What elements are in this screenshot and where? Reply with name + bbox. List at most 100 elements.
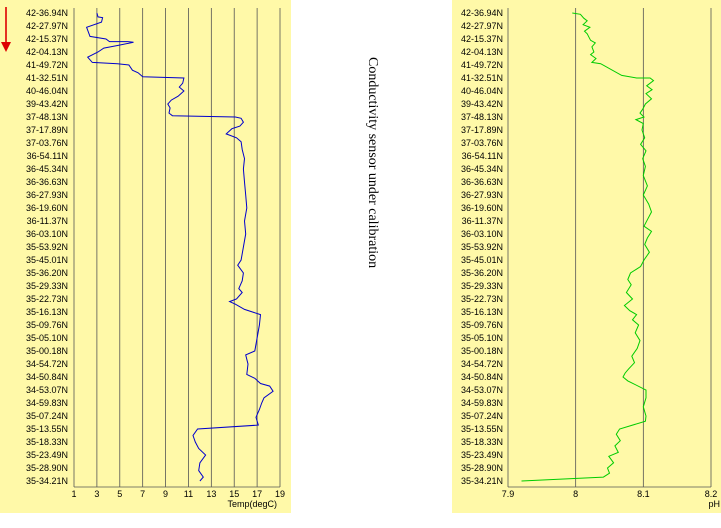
ph-y-tick-label: 41-49.72N xyxy=(461,60,503,70)
temp-y-tick-label: 35-18.33N xyxy=(26,437,68,447)
ph-y-tick-label: 35-53.92N xyxy=(461,242,503,252)
temp-y-tick-label: 35-07.24N xyxy=(26,411,68,421)
temp-x-tick-label: 1 xyxy=(71,489,76,499)
ph-y-tick-label: 35-28.90N xyxy=(461,463,503,473)
temp-y-tick-labels: 42-36.94N 42-27.97N 42-15.37N 42-04.13N 41-4… xyxy=(26,8,68,486)
temp-series-line xyxy=(85,12,274,482)
temp-y-tick-label: 36-27.93N xyxy=(26,190,68,200)
ph-y-tick-label: 36-45.34N xyxy=(461,164,503,174)
temp-y-tick-label: 35-09.76N xyxy=(26,320,68,330)
ph-y-tick-label: 36-03.10N xyxy=(461,229,503,239)
ph-y-tick-label: 42-36.94N xyxy=(461,8,503,18)
ph-x-tick-label: 7.9 xyxy=(502,489,515,499)
middle-note: Conductivity sensor under calibration xyxy=(365,57,380,268)
temp-y-tick-label: 35-22.73N xyxy=(26,294,68,304)
temp-y-tick-label: 37-03.76N xyxy=(26,138,68,148)
ph-panel-background xyxy=(452,0,721,513)
temp-y-tick-label: 39-43.42N xyxy=(26,99,68,109)
temp-y-tick-label: 42-27.97N xyxy=(26,21,68,31)
ph-y-tick-label: 35-22.73N xyxy=(461,294,503,304)
temp-x-tick-label: 3 xyxy=(94,489,99,499)
temp-y-tick-label: 34-53.07N xyxy=(26,385,68,395)
temp-y-tick-label: 35-34.21N xyxy=(26,476,68,486)
ph-y-tick-label: 35-18.33N xyxy=(461,437,503,447)
ph-y-tick-label: 36-19.60N xyxy=(461,203,503,213)
temp-y-tick-label: 35-53.92N xyxy=(26,242,68,252)
ph-x-tick-label: 8.2 xyxy=(705,489,718,499)
ph-y-tick-label: 37-03.76N xyxy=(461,138,503,148)
temp-y-tick-label: 35-36.20N xyxy=(26,268,68,278)
ph-y-tick-label: 35-36.20N xyxy=(461,268,503,278)
down-arrow-icon xyxy=(1,7,11,52)
temp-y-tick-label: 36-19.60N xyxy=(26,203,68,213)
temp-x-tick-label: 11 xyxy=(184,489,193,499)
temp-y-tick-label: 36-03.10N xyxy=(26,229,68,239)
ph-y-tick-label: 35-45.01N xyxy=(461,255,503,265)
ph-y-tick-label: 35-29.33N xyxy=(461,281,503,291)
ph-y-tick-label: 34-53.07N xyxy=(461,385,503,395)
down-arrow-head xyxy=(1,42,11,52)
ph-y-tick-label: 35-00.18N xyxy=(461,346,503,356)
ph-y-tick-label: 34-50.84N xyxy=(461,372,503,382)
ph-x-tick-label: 8 xyxy=(573,489,578,499)
temp-x-tick-labels: 1 3 5 7 9 11 13 15 17 19 xyxy=(71,489,285,499)
temp-y-tick-label: 35-23.49N xyxy=(26,450,68,460)
ph-y-tick-label: 35-13.55N xyxy=(461,424,503,434)
ph-y-tick-labels: 42-36.94N 42-27.97N 42-15.37N 42-04.13N 41-4… xyxy=(461,8,503,486)
temp-panel: 42-36.94N 42-27.97N 42-15.37N 42-04.13N 41-4… xyxy=(0,0,291,513)
temp-y-tick-label: 35-28.90N xyxy=(26,463,68,473)
ph-y-tick-label: 42-04.13N xyxy=(461,47,503,57)
ph-y-tick-label: 42-27.97N xyxy=(461,21,503,31)
temp-x-tick-label: 5 xyxy=(117,489,122,499)
temp-y-tick-label: 35-16.13N xyxy=(26,307,68,317)
temp-y-tick-label: 37-17.89N xyxy=(26,125,68,135)
temp-y-tick-label: 42-36.94N xyxy=(26,8,68,18)
temp-y-tick-label: 34-50.84N xyxy=(26,372,68,382)
ph-y-tick-label: 35-16.13N xyxy=(461,307,503,317)
ph-y-tick-label: 35-05.10N xyxy=(461,333,503,343)
ph-y-tick-label: 36-36.63N xyxy=(461,177,503,187)
ph-y-tick-label: 35-07.24N xyxy=(461,411,503,421)
ph-y-tick-label: 41-32.51N xyxy=(461,73,503,83)
ph-x-tick-label: 8.1 xyxy=(637,489,650,499)
ph-y-tick-label: 40-46.04N xyxy=(461,86,503,96)
temp-y-tick-label: 34-54.72N xyxy=(26,359,68,369)
ph-y-tick-label: 35-34.21N xyxy=(461,476,503,486)
temp-y-tick-label: 41-32.51N xyxy=(26,73,68,83)
temp-x-tick-label: 13 xyxy=(206,489,216,499)
ph-series-line xyxy=(521,12,655,482)
ph-x-tick-labels: 7.9 8 8.1 8.2 xyxy=(502,489,718,499)
temp-y-tick-label: 35-45.01N xyxy=(26,255,68,265)
temp-y-tick-label: 36-54.11N xyxy=(27,151,68,161)
temp-x-tick-label: 15 xyxy=(229,489,239,499)
ph-y-tick-label: 35-23.49N xyxy=(461,450,503,460)
ph-y-tick-label: 36-54.11N xyxy=(462,151,503,161)
temp-x-tick-label: 7 xyxy=(140,489,145,499)
ph-panel: 42-36.94N 42-27.97N 42-15.37N 42-04.13N 41-4… xyxy=(452,0,721,513)
ph-y-tick-label: 34-54.72N xyxy=(461,359,503,369)
ph-y-tick-label: 37-17.89N xyxy=(461,125,503,135)
temp-y-tick-label: 42-04.13N xyxy=(26,47,68,57)
ph-y-tick-label: 34-59.83N xyxy=(461,398,503,408)
temp-y-tick-label: 34-59.83N xyxy=(26,398,68,408)
temp-y-tick-label: 35-00.18N xyxy=(26,346,68,356)
ph-y-tick-label: 39-43.42N xyxy=(461,99,503,109)
temp-y-tick-label: 35-29.33N xyxy=(26,281,68,291)
temp-panel-background xyxy=(0,0,291,513)
temp-x-tick-label: 17 xyxy=(252,489,262,499)
temp-y-tick-label: 40-46.04N xyxy=(26,86,68,96)
temp-x-axis-label: Temp(degC) xyxy=(227,499,277,509)
ph-x-axis-label: pH xyxy=(708,499,720,509)
temp-x-tick-label: 9 xyxy=(163,489,168,499)
temp-y-tick-label: 36-11.37N xyxy=(27,216,68,226)
ph-y-tick-label: 37-48.13N xyxy=(461,112,503,122)
temp-y-tick-label: 36-36.63N xyxy=(26,177,68,187)
temp-y-tick-label: 37-48.13N xyxy=(26,112,68,122)
ph-y-tick-label: 36-11.37N xyxy=(462,216,503,226)
ph-y-tick-label: 42-15.37N xyxy=(461,34,503,44)
temp-x-tick-label: 19 xyxy=(275,489,285,499)
temp-y-tick-label: 36-45.34N xyxy=(26,164,68,174)
temp-y-tick-label: 42-15.37N xyxy=(26,34,68,44)
ph-y-tick-label: 35-09.76N xyxy=(461,320,503,330)
